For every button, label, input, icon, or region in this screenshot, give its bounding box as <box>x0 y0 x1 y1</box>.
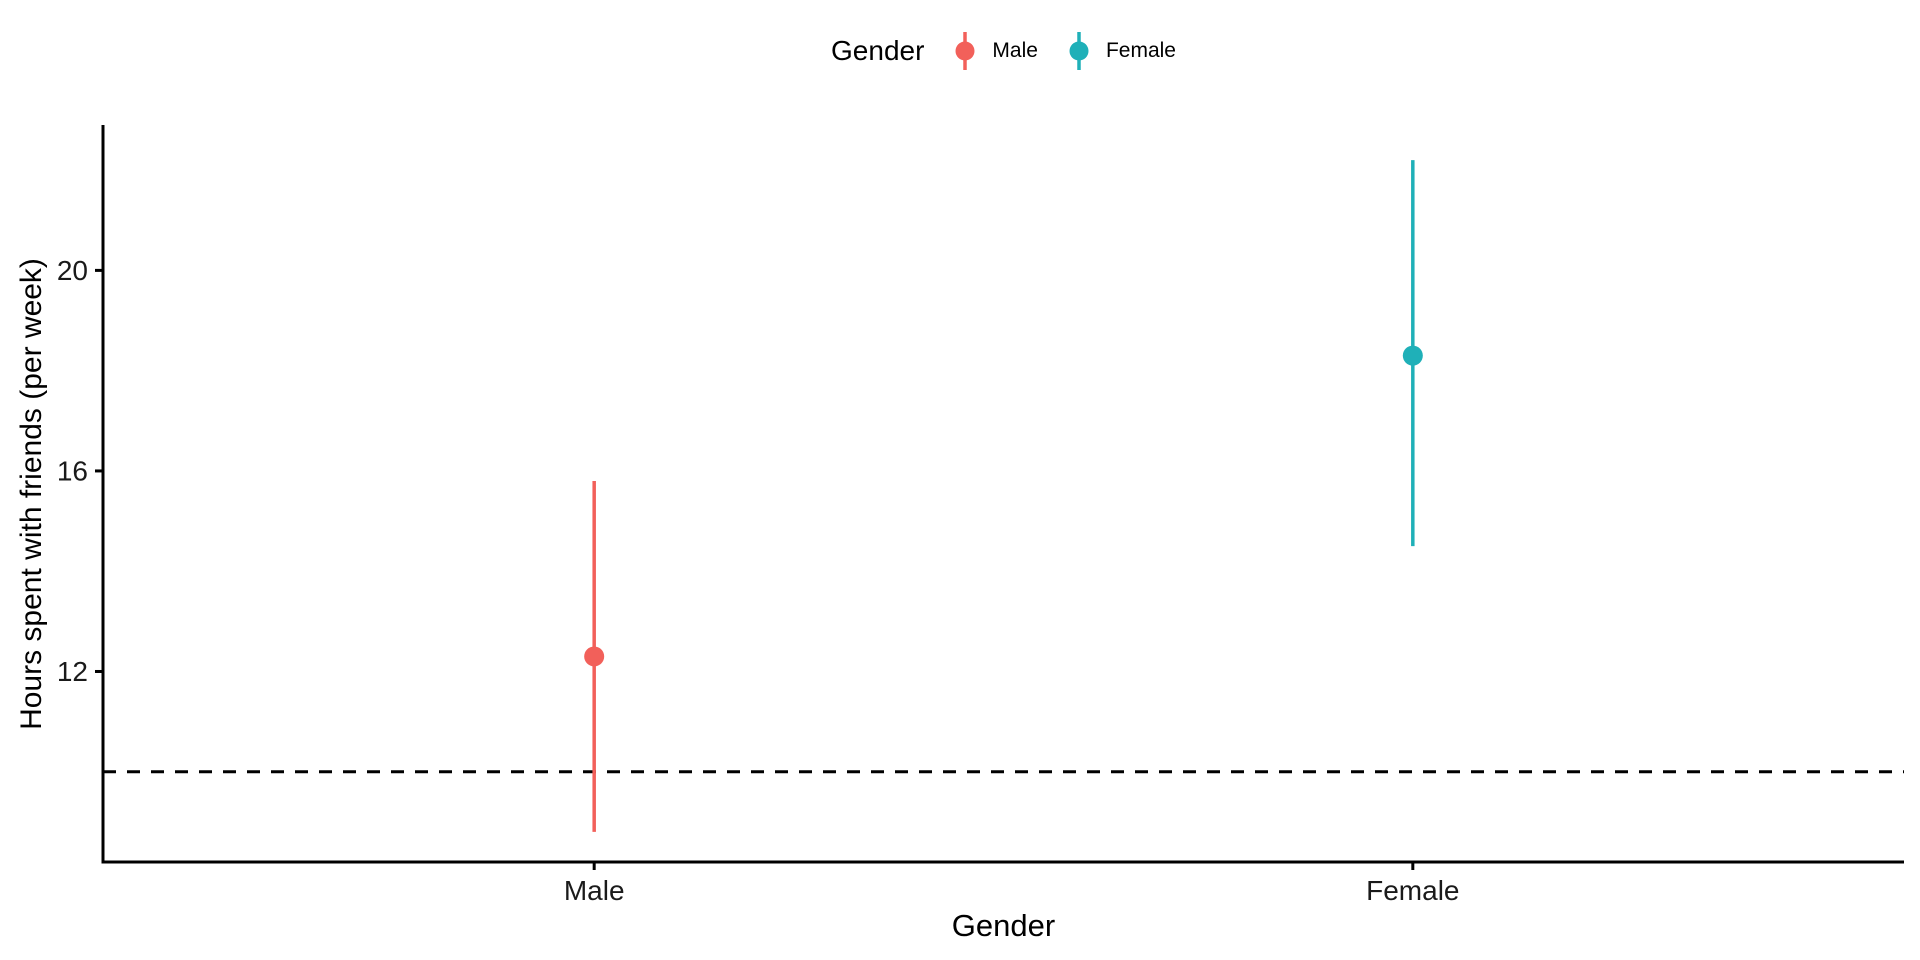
legend-item-female: Female <box>1066 28 1176 74</box>
y-tick-label: 16 <box>57 455 88 486</box>
y-tick-label: 20 <box>57 255 88 286</box>
x-tick-label: Female <box>1366 875 1459 906</box>
x-tick-label: Male <box>564 875 625 906</box>
y-tick-label: 12 <box>57 656 88 687</box>
y-axis-title: Hours spent with friends (per week) <box>15 257 49 730</box>
legend-label-female: Female <box>1105 39 1176 62</box>
y-axis-title-wrap: Hours spent with friends (per week) <box>8 125 56 862</box>
legend-label-male: Male <box>992 39 1038 62</box>
male-mean-point <box>584 646 605 667</box>
legend-title: Gender <box>831 35 925 66</box>
pointrange-key-icon <box>1069 32 1089 70</box>
legend-item-male: Male <box>952 28 1038 74</box>
legend: Gender Male Female <box>103 26 1904 76</box>
x-axis-title: Gender <box>951 908 1056 943</box>
female-mean-point <box>1402 345 1423 366</box>
pointrange-key-icon <box>955 32 975 70</box>
